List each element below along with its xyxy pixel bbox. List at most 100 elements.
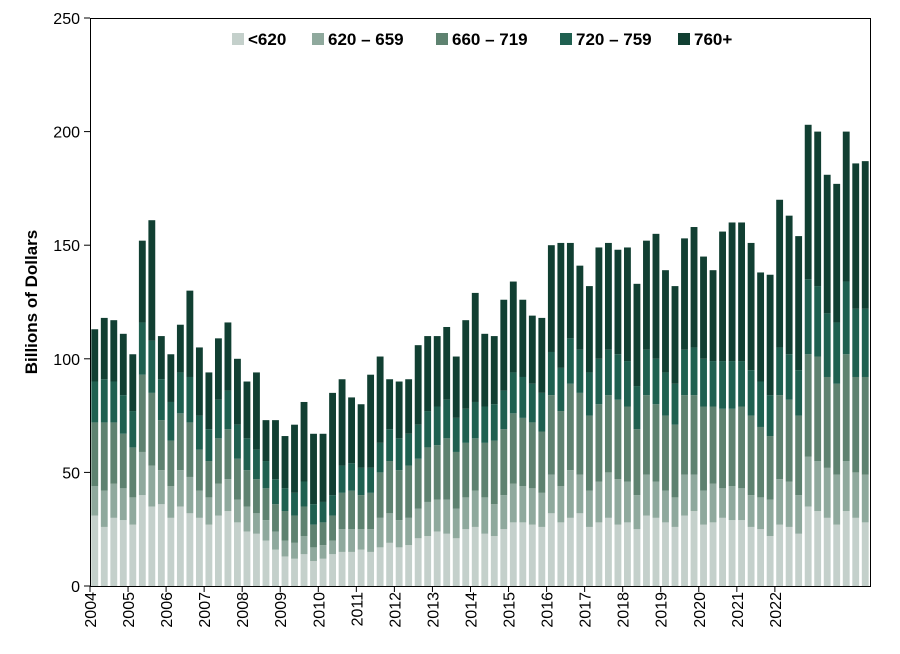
bar-segment-s3-q25 bbox=[329, 495, 336, 516]
bar-segment-s0-q44 bbox=[509, 522, 517, 586]
bar-segment-s0-q72 bbox=[776, 524, 784, 586]
bar-segment-s0-q31 bbox=[386, 542, 394, 586]
bar-segment-s2-q36 bbox=[433, 445, 441, 500]
bar-segment-s3-q8 bbox=[167, 401, 175, 441]
bar-segment-s2-q24 bbox=[319, 522, 327, 546]
bar-segment-s1-q4 bbox=[129, 497, 137, 525]
legend: <620 620 – 659 660 – 719 720 – 759 760+ bbox=[232, 30, 732, 49]
bar-segment-s0-q58 bbox=[643, 515, 650, 586]
bar-segment-s4-q62 bbox=[681, 238, 688, 350]
bar-segment-s4-q67 bbox=[728, 222, 736, 362]
bar-segment-s3-q9 bbox=[176, 372, 184, 414]
bar-segment-s3-q61 bbox=[671, 383, 679, 425]
bar-segment-s1-q38 bbox=[452, 508, 460, 539]
bar-segment-s1-q78 bbox=[833, 474, 841, 525]
y-tick-label: 250 bbox=[53, 11, 80, 28]
bar-segment-s1-q36 bbox=[433, 499, 441, 532]
bar-segment-s2-q27 bbox=[348, 490, 356, 530]
bar-segment-s2-q69 bbox=[747, 415, 755, 496]
bar-segment-s1-q51 bbox=[576, 474, 584, 514]
bar-segment-s1-q10 bbox=[186, 476, 194, 514]
bar-segment-s3-q4 bbox=[129, 411, 137, 448]
x-tick-label: 2015 bbox=[502, 592, 519, 628]
bar-segment-s0-q20 bbox=[281, 556, 289, 586]
bar-segment-s3-q27 bbox=[348, 463, 356, 491]
bar-segment-s1-q19 bbox=[272, 531, 279, 550]
bar-segment-s1-q71 bbox=[766, 499, 774, 537]
bar-segment-s4-q79 bbox=[842, 131, 850, 282]
bar-segment-s1-q59 bbox=[652, 481, 660, 518]
bar-segment-s3-q50 bbox=[566, 338, 574, 384]
y-tick-label: 100 bbox=[53, 352, 80, 369]
bar-segment-s3-q65 bbox=[709, 361, 717, 407]
bar-segment-s1-q64 bbox=[700, 490, 707, 525]
bar-segment-s2-q23 bbox=[310, 524, 317, 548]
bar-segment-s3-q18 bbox=[262, 461, 270, 489]
bar-segment-s3-q43 bbox=[500, 390, 508, 430]
bar-segment-s2-q35 bbox=[424, 447, 432, 502]
bar-segment-s4-q44 bbox=[509, 281, 517, 373]
bar-segment-s2-q30 bbox=[376, 472, 384, 518]
bar-segment-s3-q31 bbox=[386, 429, 394, 462]
bar-segment-s3-q69 bbox=[747, 370, 755, 416]
bar-segment-s1-q55 bbox=[614, 479, 622, 525]
x-tick-label: 2008 bbox=[235, 592, 252, 628]
bar-segment-s3-q64 bbox=[700, 358, 707, 407]
bar-segment-s4-q61 bbox=[671, 286, 679, 384]
bar-segment-s0-q2 bbox=[110, 517, 118, 586]
bar-segment-s3-q32 bbox=[395, 438, 403, 471]
bar-segment-s1-q61 bbox=[671, 497, 679, 527]
bar-segment-s1-q9 bbox=[176, 470, 184, 507]
bar-segment-s0-q55 bbox=[614, 524, 622, 586]
bar-segment-s4-q71 bbox=[766, 274, 774, 396]
bar-segment-s0-q61 bbox=[671, 526, 679, 586]
legend-swatch bbox=[436, 33, 448, 45]
bar-segment-s4-q31 bbox=[386, 379, 394, 430]
bar-segment-s2-q37 bbox=[443, 438, 451, 500]
bar-segment-s1-q34 bbox=[414, 508, 422, 539]
bar-segment-s3-q55 bbox=[614, 354, 622, 400]
bar-segment-s0-q5 bbox=[138, 495, 146, 586]
bar-segment-s2-q53 bbox=[595, 404, 603, 482]
bar-segment-s4-q69 bbox=[747, 242, 755, 371]
bar-segment-s4-q74 bbox=[795, 236, 803, 371]
bar-segment-s4-q30 bbox=[376, 356, 384, 443]
bar-segment-s0-q45 bbox=[519, 522, 527, 586]
x-tick-label: 2013 bbox=[425, 592, 442, 628]
bar-segment-s3-q66 bbox=[719, 361, 726, 409]
bar-segment-s4-q64 bbox=[700, 256, 707, 359]
bar-segment-s3-q22 bbox=[300, 481, 308, 507]
bar-segment-s2-q26 bbox=[338, 492, 346, 530]
bar-segment-s4-q4 bbox=[129, 354, 137, 412]
bar-segment-s3-q24 bbox=[319, 501, 327, 523]
bar-segment-s3-q40 bbox=[471, 401, 479, 439]
bar-segment-s0-q60 bbox=[662, 522, 669, 586]
x-tick-label: 2018 bbox=[616, 592, 633, 628]
bar-segment-s2-q7 bbox=[157, 420, 165, 471]
x-tick-label: 2010 bbox=[311, 592, 328, 628]
bar-segment-s4-q57 bbox=[633, 283, 641, 387]
bar-segment-s4-q78 bbox=[833, 183, 841, 323]
bar-segment-s3-q19 bbox=[272, 479, 279, 505]
bar-segment-s0-q7 bbox=[157, 504, 165, 586]
bar-segment-s3-q16 bbox=[243, 438, 251, 471]
bar-segment-s2-q9 bbox=[176, 413, 184, 471]
bar-segment-s1-q0 bbox=[91, 486, 99, 516]
bar-segment-s2-q1 bbox=[100, 422, 108, 491]
bar-segment-s3-q53 bbox=[595, 358, 603, 405]
bar-segment-s2-q2 bbox=[110, 422, 118, 484]
bar-segment-s1-q70 bbox=[757, 497, 765, 530]
bar-segment-s2-q3 bbox=[119, 433, 127, 489]
bar-segment-s4-q16 bbox=[243, 381, 251, 439]
x-tick-label: 2005 bbox=[121, 592, 138, 628]
bar-segment-s2-q10 bbox=[186, 422, 194, 477]
bar-segment-s2-q18 bbox=[262, 488, 270, 521]
bar-segment-s2-q14 bbox=[224, 429, 232, 480]
bar-segment-s4-q36 bbox=[433, 336, 441, 407]
bar-segment-s3-q26 bbox=[338, 465, 346, 493]
bar-segment-s1-q37 bbox=[443, 499, 451, 534]
bar-segment-s2-q60 bbox=[662, 415, 669, 491]
bar-segment-s2-q81 bbox=[861, 376, 869, 475]
bar-segment-s2-q70 bbox=[757, 426, 765, 498]
bar-segment-s3-q17 bbox=[253, 449, 260, 480]
